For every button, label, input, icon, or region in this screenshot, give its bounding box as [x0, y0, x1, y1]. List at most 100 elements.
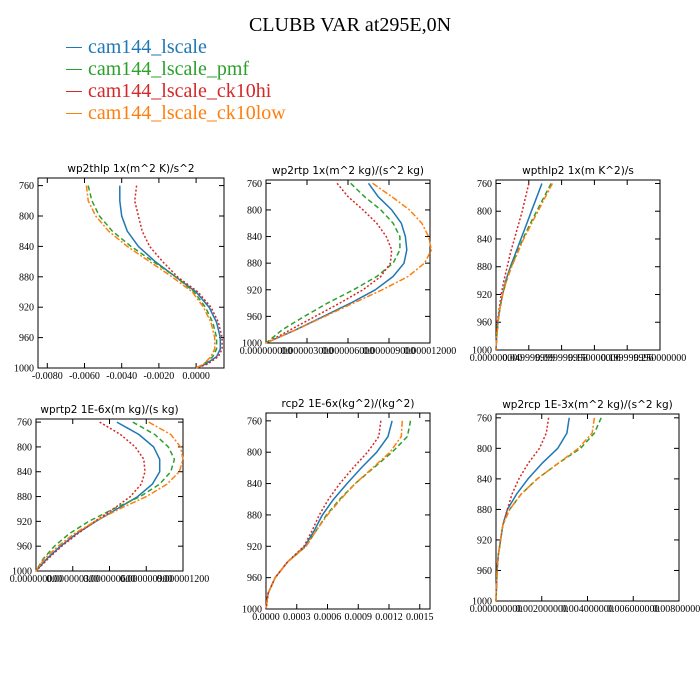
x-tick-label: 0.0006: [314, 612, 342, 623]
series-line: [35, 421, 176, 572]
panel-title: wprtp2 1E-6x(m kg)/(s kg): [40, 404, 178, 416]
y-tick-label: 880: [247, 259, 262, 270]
plot-frame: [265, 179, 431, 344]
y-tick-label: 920: [247, 285, 262, 296]
plot-frame: [495, 413, 680, 602]
y-tick-label: 880: [477, 262, 492, 273]
legend-label: cam144_lscale_ck10low: [88, 101, 286, 124]
x-tick-label: 0.000000900: [120, 574, 173, 585]
y-tick-label: 760: [17, 418, 32, 429]
x-tick-label: 0.199999996: [601, 353, 654, 364]
x-tick-label: 0.000000000: [470, 353, 523, 364]
series-line: [265, 420, 393, 610]
series-line: [133, 185, 223, 369]
series-line: [265, 420, 412, 610]
y-tick-label: 840: [19, 242, 34, 253]
y-tick-label: 800: [247, 205, 262, 216]
panel-title: wp2thlp 1x(m^2 K)/s^2: [67, 163, 194, 175]
x-tick-label: 0.006000000: [607, 604, 660, 615]
chart-panel: wp2rtp 1x(m^2 kg)/(s^2 kg) 760 800 840 880 92…: [240, 165, 457, 357]
y-tick-label: 840: [247, 479, 262, 490]
legend-item: cam144_lscale_ck10low: [66, 102, 286, 124]
y-tick-label: 840: [477, 474, 492, 485]
legend-label: cam144_lscale_ck10hi: [88, 79, 272, 102]
x-tick-label: 0.0015: [406, 612, 434, 623]
legend-label: cam144_lscale: [88, 35, 207, 58]
x-tick-label: 0.0012: [375, 612, 403, 623]
x-tick-label: 0.0003: [283, 612, 311, 623]
x-tick-label: 0.0000: [252, 612, 280, 623]
series-line: [495, 183, 554, 351]
x-tick-label: 0.000000300: [47, 574, 100, 585]
y-tick-label: 960: [247, 312, 262, 323]
x-tick-label: 0.002000000: [516, 604, 569, 615]
x-tick-label: 0.000000000: [10, 574, 63, 585]
panel-title: wp2rcp 1E-3x(m^2 kg)/(s^2 kg): [502, 399, 673, 411]
x-tick-label: 0.0000: [182, 371, 210, 382]
x-tick-label: 0.099999998: [535, 353, 588, 364]
x-tick-label: 0.250000000: [634, 353, 687, 364]
series-line: [265, 420, 404, 610]
y-tick-label: 880: [19, 272, 34, 283]
y-tick-label: 1000: [242, 339, 262, 350]
legend-swatch: [66, 46, 82, 48]
plot-frame: [495, 179, 661, 351]
y-tick-label: 960: [17, 542, 32, 553]
y-tick-label: 800: [19, 212, 34, 223]
series-line: [35, 421, 146, 572]
y-tick-label: 1000: [242, 605, 262, 616]
legend-swatch: [66, 68, 82, 70]
series-line: [265, 182, 433, 344]
y-tick-label: 840: [17, 467, 32, 478]
x-tick-label: 0.000000600: [83, 574, 136, 585]
legend-label: cam144_lscale_pmf: [88, 57, 250, 80]
panel-title: wpthlp2 1x(m K^2)/s: [522, 165, 634, 177]
x-tick-label: 0.0009: [345, 612, 373, 623]
panel-title: rcp2 1E-6x(kg^2)/(kg^2): [282, 398, 415, 410]
y-tick-label: 840: [247, 232, 262, 243]
x-tick-label: 0.004000000: [561, 604, 614, 615]
chart-panel: wpthlp2 1x(m K^2)/s 760 800 840 880 920 960 100…: [470, 165, 687, 364]
legend-item: cam144_lscale_pmf: [66, 58, 286, 80]
y-tick-label: 960: [477, 318, 492, 329]
y-tick-label: 960: [19, 333, 34, 344]
y-tick-label: 920: [19, 303, 34, 314]
series-line: [495, 417, 550, 602]
series-line: [87, 185, 218, 369]
y-tick-label: 920: [247, 542, 262, 553]
series-line: [495, 183, 543, 351]
y-tick-label: 880: [17, 492, 32, 503]
x-tick-label: -0.0080: [32, 371, 63, 382]
legend-swatch: [66, 90, 82, 92]
series-line: [265, 420, 382, 610]
series-line: [119, 185, 222, 369]
panel-title: wp2rtp 1x(m^2 kg)/(s^2 kg): [272, 165, 424, 177]
series-line: [265, 182, 393, 344]
y-tick-label: 920: [17, 517, 32, 528]
y-tick-label: 960: [247, 573, 262, 584]
chart-panel: wp2thlp 1x(m^2 K)/s^2 760 800 840 880 920 960 1…: [14, 163, 225, 382]
y-tick-label: 760: [477, 179, 492, 190]
y-tick-label: 800: [17, 442, 32, 453]
x-tick-label: -0.0060: [69, 371, 100, 382]
chart-panel: wprtp2 1E-6x(m kg)/(s kg) 760 800 840 880 920…: [10, 404, 210, 585]
series-line: [265, 182, 401, 344]
x-tick-label: -0.0020: [143, 371, 174, 382]
series-line: [35, 421, 161, 572]
legend-item: cam144_lscale: [66, 36, 286, 58]
series-line: [495, 417, 596, 602]
plot-frame: [37, 177, 225, 369]
y-tick-label: 880: [477, 505, 492, 516]
legend: cam144_lscale cam144_lscale_pmf cam144_l…: [66, 36, 286, 124]
chart-panel: rcp2 1E-6x(kg^2)/(kg^2) 760 800 840 880 920 96…: [242, 398, 434, 623]
x-tick-label: 0.000006000: [322, 346, 375, 357]
x-tick-label: -0.0040: [106, 371, 137, 382]
y-tick-label: 800: [247, 448, 262, 459]
y-tick-label: 760: [477, 413, 492, 424]
y-tick-label: 800: [477, 207, 492, 218]
series-line: [35, 421, 184, 572]
y-tick-label: 1000: [14, 364, 34, 375]
chart-panel: wp2rcp 1E-3x(m^2 kg)/(s^2 kg) 760 800 840 88…: [470, 399, 700, 615]
x-tick-label: 0.000001200: [157, 574, 210, 585]
